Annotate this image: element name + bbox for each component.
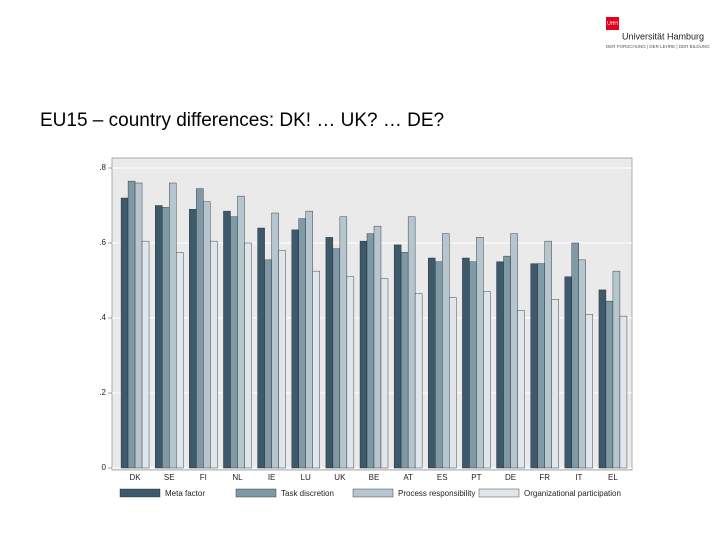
bar: [291, 229, 299, 469]
legend-label: Organizational participation: [524, 489, 621, 498]
bar: [203, 201, 211, 469]
bar: [517, 310, 525, 469]
y-tick-label: .4: [99, 313, 106, 322]
bar: [510, 233, 518, 469]
bar: [428, 257, 436, 469]
bar: [298, 218, 306, 469]
y-tick-label: .8: [99, 163, 106, 172]
bar: [414, 293, 423, 469]
legend-swatch: [352, 488, 394, 498]
legend-swatch: [119, 488, 161, 498]
logo-tagline: DER FORSCHUNG | DER LEHRE | DER BILDUNG: [606, 44, 710, 49]
bar: [325, 237, 334, 469]
bar: [120, 197, 129, 469]
bar: [223, 210, 231, 469]
x-tick-label: BE: [369, 473, 380, 482]
bar: [469, 261, 477, 469]
legend-label: Task discretion: [281, 489, 334, 498]
y-tick-label: .6: [99, 238, 106, 247]
x-tick-label: PT: [471, 473, 481, 482]
bar: [578, 259, 586, 469]
bar: [189, 209, 197, 469]
bar: [141, 240, 150, 469]
bar: [127, 180, 136, 469]
x-tick-label: FR: [539, 473, 550, 482]
x-tick-label: FI: [200, 473, 207, 482]
x-tick-label: IT: [575, 473, 582, 482]
x-tick-label: NL: [232, 473, 243, 482]
bar: [551, 299, 559, 469]
bar: [175, 252, 184, 469]
bar: [400, 252, 409, 469]
bar: [366, 233, 375, 469]
bar: [537, 263, 545, 469]
bar: [530, 263, 538, 469]
y-tick-label: 0: [102, 463, 107, 472]
bar: [585, 314, 593, 469]
bar: [612, 270, 621, 469]
x-tick-label: DE: [505, 473, 516, 482]
bar: [264, 259, 272, 469]
bar: [346, 276, 355, 469]
x-tick-label: LU: [301, 473, 311, 482]
bar: [257, 227, 265, 469]
x-tick-label: EL: [608, 473, 618, 482]
x-tick-label: ES: [437, 473, 448, 482]
bar: [359, 240, 368, 469]
x-tick-label: DK: [130, 473, 142, 482]
legend-swatch: [478, 488, 520, 498]
legend-swatch: [235, 488, 277, 498]
bar: [571, 242, 580, 469]
bar: [476, 237, 484, 469]
bar: [544, 240, 552, 469]
bar: [442, 233, 450, 469]
bar: [210, 240, 218, 469]
bar: [435, 261, 443, 469]
bar: [449, 297, 457, 469]
bar: [462, 257, 470, 469]
bar: [380, 278, 389, 469]
bar: [155, 205, 163, 469]
bar: [564, 276, 573, 469]
bar: [168, 182, 177, 469]
bar: [271, 212, 279, 469]
bar: [407, 216, 416, 469]
bar: [134, 182, 143, 469]
bar: [230, 216, 238, 469]
bar: [373, 225, 382, 469]
bar: [162, 207, 170, 469]
bar: [339, 216, 348, 469]
bar: [278, 250, 286, 469]
legend-label: Meta factor: [165, 489, 205, 498]
x-tick-label: SE: [164, 473, 175, 482]
bar: [496, 261, 504, 469]
bar: [605, 300, 614, 469]
x-tick-label: IE: [268, 473, 276, 482]
x-tick-label: AT: [403, 473, 413, 482]
bar: [196, 188, 204, 469]
bar: [619, 315, 628, 469]
bar: [483, 291, 491, 469]
logo-box: [606, 17, 619, 30]
bar: [244, 242, 252, 469]
bar: [598, 289, 607, 469]
bar: [312, 270, 320, 469]
logo-mark: UHH: [607, 21, 618, 27]
bar: [237, 195, 245, 469]
bar: [393, 244, 402, 469]
y-tick-label: .2: [99, 388, 106, 397]
logo-name: Universität Hamburg: [622, 31, 704, 41]
bar: [332, 248, 341, 469]
bar: [305, 210, 313, 469]
bar: [503, 255, 511, 469]
x-tick-label: UK: [334, 473, 346, 482]
legend-label: Process responsibility: [398, 489, 475, 498]
slide-title: EU15 – country differences: DK! … UK? … …: [40, 110, 444, 131]
